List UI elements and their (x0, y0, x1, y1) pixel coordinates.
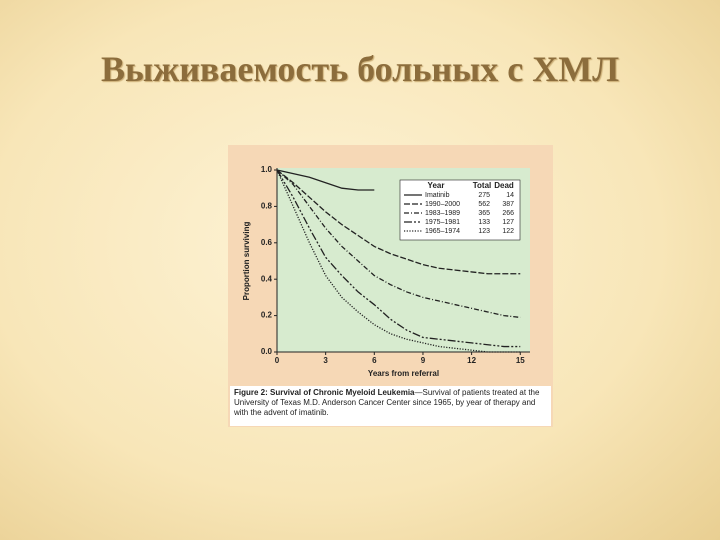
legend-dead: 14 (506, 192, 514, 199)
series-line (276, 169, 375, 191)
legend-header: Dead (494, 181, 514, 190)
y-tick-label: 1.0 (261, 165, 273, 174)
slide-title: Выживаемость больных с ХМЛ (100, 49, 620, 89)
x-tick-label: 12 (467, 356, 476, 365)
legend-dead: 122 (502, 228, 514, 235)
legend-dead: 387 (502, 201, 514, 208)
caption-text: —Survival of patients treated at the Uni… (234, 388, 540, 417)
legend-label: 1983–1989 (425, 210, 460, 217)
x-tick-label: 6 (372, 356, 377, 365)
y-tick-label: 0.2 (261, 311, 273, 320)
x-tick-label: 3 (323, 356, 328, 365)
legend-label: 1975–1981 (425, 219, 460, 226)
caption: Figure 2: Survival of Chronic Myeloid Le… (230, 386, 551, 426)
x-tick-label: 0 (275, 356, 280, 365)
legend-total: 133 (478, 219, 490, 226)
legend-dead: 127 (502, 219, 514, 226)
x-tick-label: 15 (516, 356, 525, 365)
legend-total: 275 (478, 192, 490, 199)
legend-header: Total (473, 181, 492, 190)
legend-total: 365 (478, 210, 490, 217)
legend-total: 562 (478, 201, 490, 208)
y-tick-label: 0.6 (261, 238, 273, 247)
series-line (276, 169, 521, 353)
legend-box (399, 179, 521, 241)
series-line (276, 169, 521, 275)
y-axis-label: Proportion surviving (242, 222, 251, 301)
legend-header: Year (428, 181, 445, 190)
y-tick-label: 0.0 (261, 347, 273, 356)
series-line (276, 169, 521, 319)
legend-label: Imatinib (425, 192, 450, 199)
series-line (276, 169, 521, 348)
x-tick-label: 9 (421, 356, 426, 365)
legend-dead: 266 (502, 210, 514, 217)
legend-label: 1965–1974 (425, 228, 460, 235)
legend-total: 123 (478, 228, 490, 235)
y-tick-label: 0.4 (261, 274, 273, 283)
legend-label: 1990–2000 (425, 201, 460, 208)
caption-bold: Figure 2: Survival of Chronic Myeloid Le… (234, 388, 415, 397)
y-tick-label: 0.8 (261, 202, 273, 211)
x-axis-label: Years from referral (368, 369, 439, 378)
